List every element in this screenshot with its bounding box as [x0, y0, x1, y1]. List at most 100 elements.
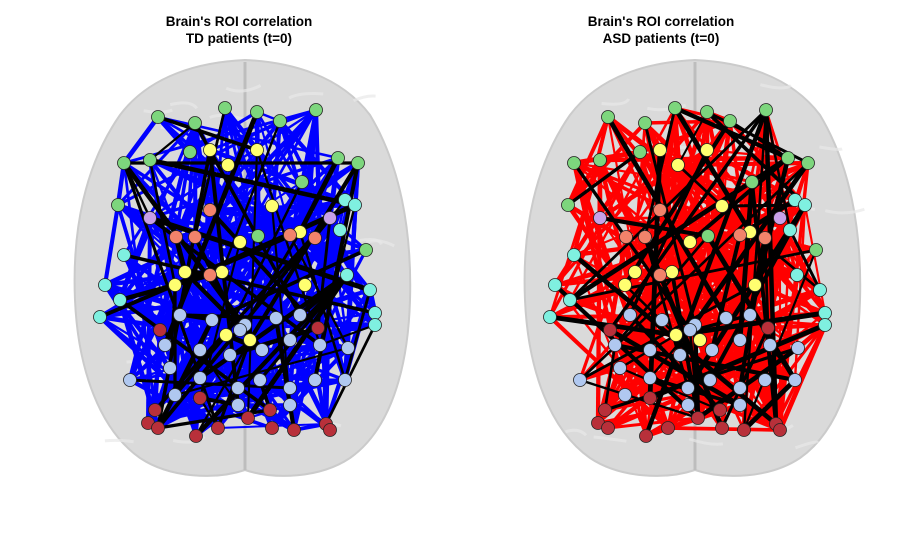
roi-node	[809, 243, 823, 257]
roi-node	[143, 211, 157, 225]
roi-node	[608, 338, 622, 352]
roi-node	[700, 105, 714, 119]
edge-strong	[603, 344, 617, 411]
roi-node	[113, 293, 127, 307]
roi-node	[703, 373, 717, 387]
roi-node	[713, 403, 727, 417]
edge-correlation	[774, 324, 827, 425]
edge-correlation	[199, 349, 295, 431]
roi-node	[773, 423, 787, 437]
edge-correlation	[796, 274, 826, 314]
edge-correlation	[255, 111, 320, 329]
roi-node	[638, 116, 652, 130]
edge-strong	[604, 346, 799, 412]
td-title-line2: TD patients (t=0)	[185, 31, 293, 46]
roi-node	[601, 110, 615, 124]
edge-correlation	[209, 147, 356, 208]
edge-correlation	[239, 234, 291, 331]
roi-node	[338, 373, 352, 387]
roi-node	[193, 343, 207, 357]
roi-node	[231, 381, 245, 395]
roi-node	[250, 105, 264, 119]
roi-node	[791, 341, 805, 355]
roi-node	[723, 114, 737, 128]
roi-node	[221, 158, 235, 172]
roi-node	[265, 199, 279, 213]
edge-correlation	[115, 162, 127, 206]
roi-node	[323, 423, 337, 437]
roi-node	[618, 388, 632, 402]
edge-strong	[193, 107, 227, 238]
roi-node	[798, 198, 812, 212]
edge-strong	[670, 271, 700, 419]
roi-node	[123, 373, 137, 387]
roi-node	[283, 228, 297, 242]
roi-node	[628, 265, 642, 279]
roi-node	[193, 391, 207, 405]
asd-panel: Brain's ROI correlation ASD patients (t=…	[450, 0, 900, 560]
roi-node	[733, 228, 747, 242]
roi-node	[733, 381, 747, 395]
roi-node	[283, 398, 297, 412]
roi-node	[203, 203, 217, 217]
edge-strong	[742, 378, 797, 432]
roi-node	[253, 373, 267, 387]
roi-node	[151, 110, 165, 124]
edge-strong	[199, 349, 239, 406]
roi-node	[653, 143, 667, 157]
edge-strong	[157, 115, 258, 152]
roi-node	[163, 361, 177, 375]
roi-node	[643, 343, 657, 357]
edge-strong	[763, 109, 779, 425]
roi-node	[759, 103, 773, 117]
asd-title: Brain's ROI correlation ASD patients (t=…	[422, 13, 900, 47]
roi-node	[223, 348, 237, 362]
roi-node	[158, 338, 172, 352]
roi-node	[573, 373, 587, 387]
roi-node	[681, 398, 695, 412]
edge-strong	[677, 164, 723, 207]
roi-node	[567, 156, 581, 170]
roi-node	[368, 318, 382, 332]
roi-node	[548, 278, 562, 292]
roi-node	[348, 198, 362, 212]
edge-strong	[343, 289, 372, 381]
roi-node	[633, 145, 647, 159]
edge-correlation	[122, 162, 157, 411]
roi-node	[233, 323, 247, 337]
roi-node	[265, 421, 279, 435]
roi-node	[543, 310, 557, 324]
edge-strong	[324, 324, 377, 425]
roi-node	[758, 373, 772, 387]
edge-strong	[737, 181, 755, 341]
roi-node	[151, 421, 165, 435]
roi-node	[818, 306, 832, 320]
roi-node	[188, 230, 202, 244]
roi-node	[801, 156, 815, 170]
roi-node	[639, 429, 653, 443]
roi-node	[715, 199, 729, 213]
edge-strong	[155, 318, 215, 430]
roi-node	[111, 198, 125, 212]
edge-strong	[149, 157, 356, 208]
edge-strong	[162, 111, 260, 346]
roi-node	[683, 323, 697, 337]
roi-node	[263, 403, 277, 417]
roi-node	[363, 283, 377, 297]
roi-node	[313, 338, 327, 352]
roi-node	[283, 333, 297, 347]
roi-node	[117, 248, 131, 262]
edge-strong	[572, 162, 692, 331]
roi-node	[683, 235, 697, 249]
edge-strong	[198, 273, 349, 380]
roi-node	[241, 411, 255, 425]
td-title: Brain's ROI correlation TD patients (t=0…	[0, 13, 478, 47]
roi-node	[308, 231, 322, 245]
roi-node	[669, 328, 683, 342]
edge-strong	[248, 161, 360, 342]
edge-strong	[764, 109, 792, 231]
roi-node	[341, 341, 355, 355]
roi-node	[309, 103, 323, 117]
roi-node	[783, 223, 797, 237]
edge-strong	[688, 156, 790, 244]
